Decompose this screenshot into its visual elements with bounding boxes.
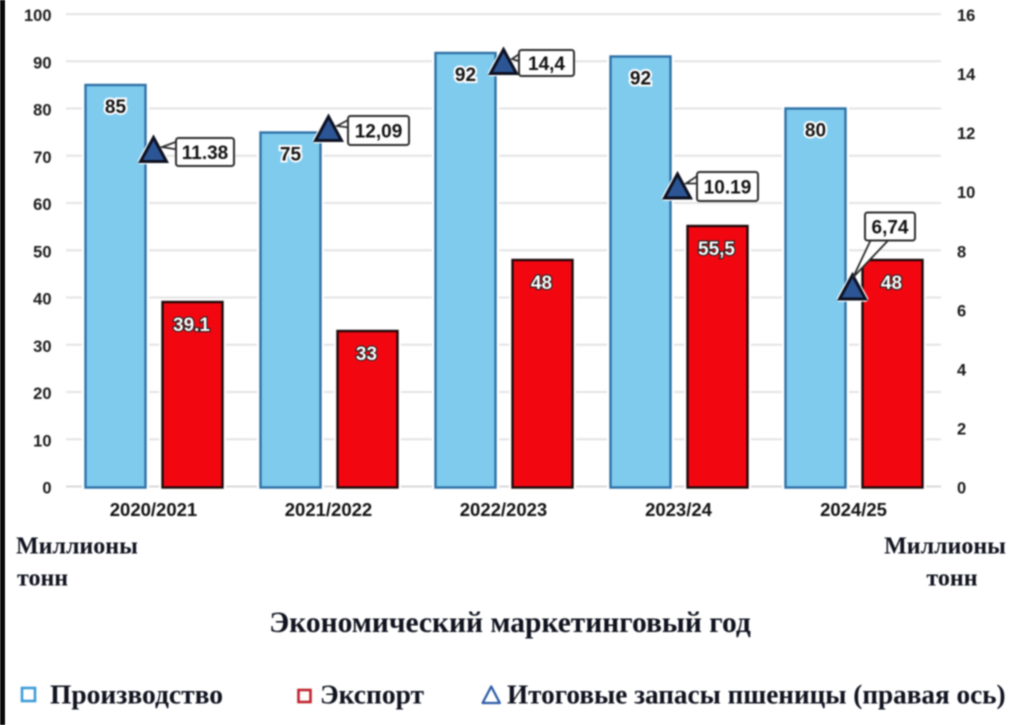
svg-text:90: 90 xyxy=(33,54,51,72)
svg-text:Производство: Производство xyxy=(50,679,223,710)
svg-text:11.38: 11.38 xyxy=(182,143,229,164)
svg-text:10: 10 xyxy=(33,432,51,450)
svg-text:8: 8 xyxy=(957,243,966,261)
svg-text:Миллионы: Миллионы xyxy=(884,534,1006,560)
svg-text:80: 80 xyxy=(33,102,51,120)
svg-text:Экономический маркетинговый го: Экономический маркетинговый год xyxy=(269,607,751,639)
svg-text:80: 80 xyxy=(805,121,826,142)
svg-text:55,5: 55,5 xyxy=(698,239,735,260)
svg-text:6,74: 6,74 xyxy=(872,217,909,238)
svg-text:16: 16 xyxy=(957,7,975,25)
svg-text:48: 48 xyxy=(531,273,552,294)
svg-text:40: 40 xyxy=(33,291,51,309)
svg-text:85: 85 xyxy=(105,97,127,118)
svg-text:2: 2 xyxy=(957,420,966,438)
svg-text:2021/2022: 2021/2022 xyxy=(285,499,372,520)
svg-text:92: 92 xyxy=(455,65,476,86)
svg-text:10.19: 10.19 xyxy=(704,177,752,198)
svg-text:48: 48 xyxy=(881,273,902,294)
svg-text:2022/2023: 2022/2023 xyxy=(460,499,547,520)
svg-text:39.1: 39.1 xyxy=(173,315,210,336)
svg-text:2023/24: 2023/24 xyxy=(645,499,713,520)
svg-text:Миллионы: Миллионы xyxy=(16,534,138,560)
svg-text:30: 30 xyxy=(33,338,51,356)
svg-text:10: 10 xyxy=(957,184,975,202)
svg-text:0: 0 xyxy=(42,480,51,498)
svg-text:70: 70 xyxy=(33,149,51,167)
svg-text:4: 4 xyxy=(957,361,967,379)
svg-text:0: 0 xyxy=(957,480,966,498)
svg-text:Экспорт: Экспорт xyxy=(320,679,425,710)
svg-text:тонн: тонн xyxy=(17,566,68,592)
svg-text:20: 20 xyxy=(33,385,51,403)
svg-text:тонн: тонн xyxy=(926,566,977,592)
svg-text:12,09: 12,09 xyxy=(355,121,403,142)
svg-text:92: 92 xyxy=(630,69,651,90)
svg-text:33: 33 xyxy=(356,344,377,365)
svg-text:6: 6 xyxy=(957,302,966,320)
svg-text:75: 75 xyxy=(280,145,302,166)
svg-text:Итоговые запасы пшеницы (права: Итоговые запасы пшеницы (правая ось) xyxy=(507,680,1006,710)
svg-text:14,4: 14,4 xyxy=(528,54,565,75)
svg-text:2020/2021: 2020/2021 xyxy=(110,499,197,520)
svg-text:50: 50 xyxy=(33,243,51,261)
svg-text:14: 14 xyxy=(957,66,976,84)
svg-text:100: 100 xyxy=(24,7,52,25)
svg-text:60: 60 xyxy=(33,196,51,214)
svg-text:2024/25: 2024/25 xyxy=(820,499,887,520)
svg-text:12: 12 xyxy=(957,125,975,143)
